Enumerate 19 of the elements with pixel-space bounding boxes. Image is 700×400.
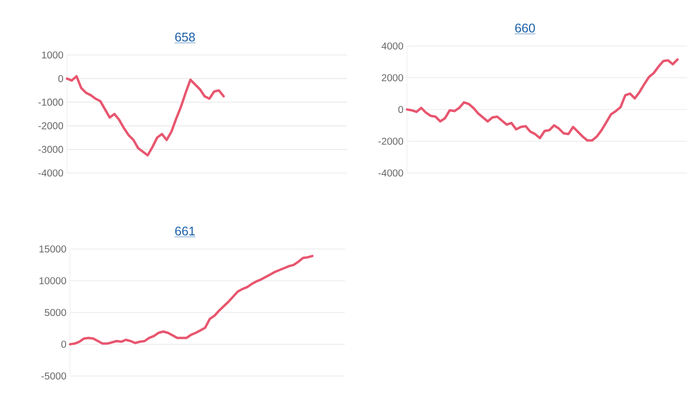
y-tick-label: 10000 bbox=[40, 277, 66, 284]
y-tick-label: -5000 bbox=[41, 372, 66, 380]
y-tick-label: -2000 bbox=[38, 122, 64, 130]
y-tick-label: -3000 bbox=[38, 146, 64, 153]
chart-title: 660 bbox=[515, 24, 535, 32]
y-tick-label: 5000 bbox=[44, 308, 66, 316]
y-tick-label: -1000 bbox=[38, 98, 64, 106]
y-tick-label: -4000 bbox=[378, 169, 404, 177]
y-tick-label: -2000 bbox=[378, 138, 404, 145]
chart-title: 661 bbox=[175, 226, 195, 236]
y-tick-label: 0 bbox=[58, 75, 64, 82]
y-tick-label: -4000 bbox=[38, 169, 64, 177]
y-tick-label: 0 bbox=[398, 106, 404, 114]
y-tick-label: 1000 bbox=[42, 51, 64, 59]
y-tick-label: 0 bbox=[61, 340, 66, 348]
y-tick-label: 4000 bbox=[382, 42, 404, 50]
y-tick-label: 2000 bbox=[382, 74, 404, 82]
chart-title: 658 bbox=[175, 32, 195, 42]
y-tick-label: 15000 bbox=[40, 245, 66, 253]
